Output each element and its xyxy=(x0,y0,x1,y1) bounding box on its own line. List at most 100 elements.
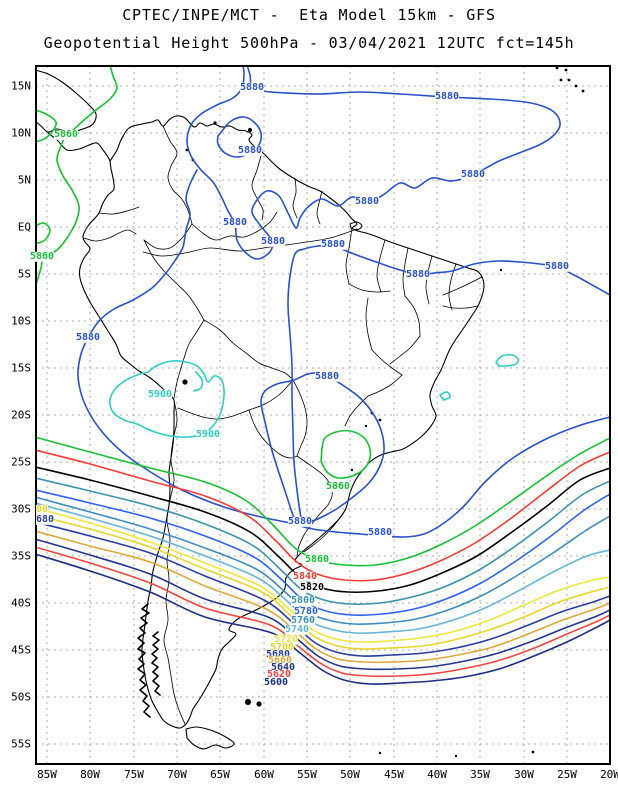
x-tick-label: 80W xyxy=(80,768,100,781)
country-border xyxy=(348,283,391,293)
contour-label-5680: 5680 xyxy=(265,648,291,660)
island-dot xyxy=(574,84,578,88)
country-border xyxy=(442,305,479,309)
y-tick-label: 45S xyxy=(11,643,31,657)
country-border xyxy=(142,228,358,257)
island-dot xyxy=(499,268,503,272)
country-border xyxy=(177,379,294,420)
y-tick-label: 15S xyxy=(11,361,31,375)
y-tick-label: 5N xyxy=(17,173,31,187)
contour-label-5900: 5900 xyxy=(147,388,173,400)
contour-5900 xyxy=(109,360,225,438)
contour-label-5720: 5720 xyxy=(273,633,299,645)
country-border xyxy=(365,297,373,351)
contour-5860 xyxy=(320,429,372,479)
contour-label-5880: 5880 xyxy=(260,235,286,247)
contour-label-5800: 5800 xyxy=(290,594,316,606)
contour-label-5740: 5740 xyxy=(284,623,310,635)
y-tick-label: 35S xyxy=(11,549,31,563)
contour-5900 xyxy=(495,353,520,367)
y-tick-label: 55S xyxy=(11,737,31,751)
y-tick-label: 5S xyxy=(17,267,31,281)
contour-label-5780: 5780 xyxy=(293,605,319,617)
island-dot xyxy=(248,128,252,132)
contour-5740 xyxy=(36,502,610,634)
contour-label-5860: 5860 xyxy=(29,250,55,262)
x-tick-label: 30W xyxy=(514,768,534,781)
x-tick-label: 70W xyxy=(167,768,187,781)
contour-label-5680: 680 xyxy=(35,513,55,525)
contour-label-5880: 5880 xyxy=(239,81,265,93)
contour-label-5620: 5620 xyxy=(266,668,292,680)
contour-label-5880: 5880 xyxy=(222,216,248,228)
contour-label-5860: 5860 xyxy=(53,128,79,140)
chilean-fjords xyxy=(137,603,151,718)
contour-5660 xyxy=(36,530,610,664)
contour-label-5880: 5880 xyxy=(544,260,570,272)
contour-5780 xyxy=(36,489,610,616)
contour-5860 xyxy=(36,109,57,143)
x-tick-label: 25W xyxy=(557,768,577,781)
contour-lines xyxy=(36,66,610,685)
island-dot xyxy=(245,699,251,705)
island-dot xyxy=(364,424,368,428)
contour-5880 xyxy=(186,66,561,260)
contour-5680 xyxy=(36,521,610,657)
country-border xyxy=(442,276,483,296)
island-dot xyxy=(454,754,458,758)
contour-5760 xyxy=(36,496,610,625)
contour-5900 xyxy=(193,371,204,392)
map-frame xyxy=(35,65,611,765)
contour-5840 xyxy=(36,449,610,582)
x-tick-label: 35W xyxy=(470,768,490,781)
contour-5880 xyxy=(77,169,297,525)
contour-label-5860: 5860 xyxy=(304,553,330,565)
tierra-del-fuego xyxy=(185,726,235,750)
x-tick-label: 55W xyxy=(297,768,317,781)
y-tick-label: 40S xyxy=(11,596,31,610)
country-border xyxy=(425,255,433,305)
contour-label-5880: 5880 xyxy=(367,526,393,538)
x-tick-label: 85W xyxy=(37,768,57,781)
central-america-coast xyxy=(36,69,97,133)
contour-5880 xyxy=(216,116,263,158)
contour-label-5880: 5880 xyxy=(314,370,340,382)
contour-5620 xyxy=(36,546,610,678)
island-dot xyxy=(378,418,382,422)
chart-title-line1: CPTEC/INPE/MCT - Eta Model 15km - GFS xyxy=(122,6,496,24)
island-dot xyxy=(350,468,354,472)
contour-label-5700: 00 xyxy=(35,503,49,515)
y-tick-label: EQ xyxy=(17,220,31,234)
y-tick-label: 20S xyxy=(11,408,31,422)
contour-label-5880: 5880 xyxy=(237,144,263,156)
contour-label-5640: 5640 xyxy=(270,661,296,673)
contour-5640 xyxy=(36,538,610,671)
contour-label-5880: 5880 xyxy=(287,515,313,527)
country-border xyxy=(173,319,205,399)
country-border xyxy=(203,319,294,381)
island-dot xyxy=(256,701,262,707)
panama-isthmus xyxy=(47,132,111,162)
island-dot xyxy=(555,66,559,70)
island-dot xyxy=(581,89,585,93)
x-tick-label: 40W xyxy=(427,768,447,781)
contour-label-5660: 5660 xyxy=(267,654,293,666)
chilean-fjords xyxy=(151,631,161,696)
x-tick-label: 60W xyxy=(254,768,274,781)
country-border xyxy=(296,455,333,506)
island-dot xyxy=(567,78,571,82)
country-border xyxy=(292,379,308,457)
island-dot xyxy=(564,68,568,72)
country-border xyxy=(251,151,264,221)
country-border xyxy=(316,190,323,225)
country-border xyxy=(389,335,421,365)
island-dot xyxy=(531,750,535,754)
x-tick-label: 50W xyxy=(340,768,360,781)
island-dot xyxy=(378,751,382,755)
contour-label-5820: 5820 xyxy=(299,581,325,593)
contour-label-5840: 5840 xyxy=(292,570,318,582)
contour-5880 xyxy=(260,243,610,538)
contour-label-5880: 5880 xyxy=(354,195,380,207)
